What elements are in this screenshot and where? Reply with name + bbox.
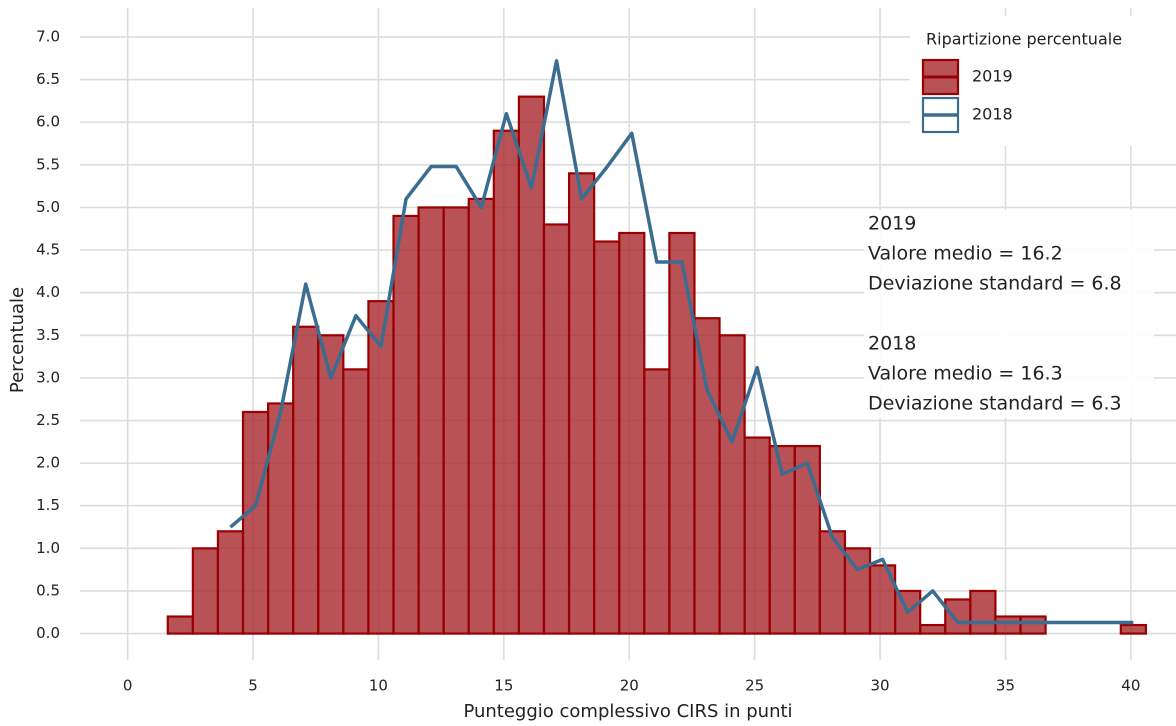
x-tick-label: 25: [745, 677, 764, 695]
y-axis-label: Percentuale: [7, 287, 28, 393]
bar: [367, 300, 395, 635]
y-tick-label: 6.0: [36, 113, 60, 131]
bar: [166, 615, 194, 635]
annotation: Valore medio = 16.3: [868, 363, 1063, 385]
y-tick-label: 5.0: [36, 198, 60, 216]
bar: [668, 231, 696, 635]
x-axis-label: Punteggio complessivo CIRS in punti: [463, 701, 792, 722]
y-tick-label: 1.5: [36, 496, 60, 514]
annotation: Deviazione standard = 6.8: [868, 273, 1122, 295]
y-tick-label: 2.0: [36, 454, 60, 472]
bar: [241, 410, 270, 635]
line: [229, 59, 1134, 625]
y-tick-label: 6.5: [36, 70, 60, 88]
bar: [342, 368, 370, 635]
bar: [517, 95, 546, 635]
y-tick-label: 4.5: [36, 241, 60, 259]
legend-label: 2018: [972, 105, 1013, 124]
x-tick-label: 5: [248, 677, 258, 695]
bar: [1119, 623, 1148, 635]
bar: [216, 530, 245, 635]
bar: [492, 129, 521, 635]
annotation: 2018: [868, 333, 916, 355]
bar: [718, 334, 746, 635]
legend-title: Ripartizione percentuale: [926, 30, 1122, 49]
y-tick-label: 3.0: [36, 368, 60, 386]
y-tick-label: 0.5: [36, 581, 60, 599]
bar: [467, 197, 495, 635]
bar: [793, 444, 821, 635]
bar: [191, 547, 220, 635]
annotation: Valore medio = 16.2: [868, 243, 1063, 265]
x-tick-label: 10: [369, 677, 388, 695]
y-tick-label: 2.5: [36, 411, 60, 429]
bar: [417, 206, 445, 635]
y-tick-label: 0.0: [36, 624, 60, 642]
bar: [994, 615, 1022, 635]
bar: [768, 444, 796, 635]
x-tick-label: 0: [123, 677, 133, 695]
bar: [743, 436, 771, 635]
bar: [542, 223, 571, 635]
bar: [567, 172, 596, 635]
annotation-background: [864, 210, 1154, 418]
x-tick-label: 40: [1121, 677, 1140, 695]
bar: [317, 334, 345, 635]
x-tick-label: 20: [620, 677, 639, 695]
bar: [944, 598, 972, 635]
y-tick-label: 5.5: [36, 155, 60, 173]
y-tick-label: 3.5: [36, 326, 60, 344]
legend-label: 2019: [972, 67, 1013, 86]
bar: [442, 206, 470, 635]
bar: [593, 240, 621, 635]
bar: [969, 589, 997, 635]
annotation: 2019: [868, 213, 916, 235]
bar: [693, 317, 721, 635]
marks: [166, 59, 1148, 635]
bar: [292, 325, 320, 635]
bar: [919, 623, 947, 635]
y-tick-label: 4.0: [36, 283, 60, 301]
x-tick-label: 15: [494, 677, 513, 695]
bar: [392, 214, 420, 635]
bar: [1019, 615, 1047, 635]
x-tick-label: 35: [996, 677, 1015, 695]
bar: [643, 368, 671, 635]
x-tick-label: 30: [871, 677, 890, 695]
bar: [267, 402, 295, 635]
y-tick-label: 1.0: [36, 539, 60, 557]
bar: [618, 231, 646, 635]
annotation: Deviazione standard = 6.3: [868, 393, 1122, 415]
y-tick-label: 7.0: [36, 27, 60, 45]
